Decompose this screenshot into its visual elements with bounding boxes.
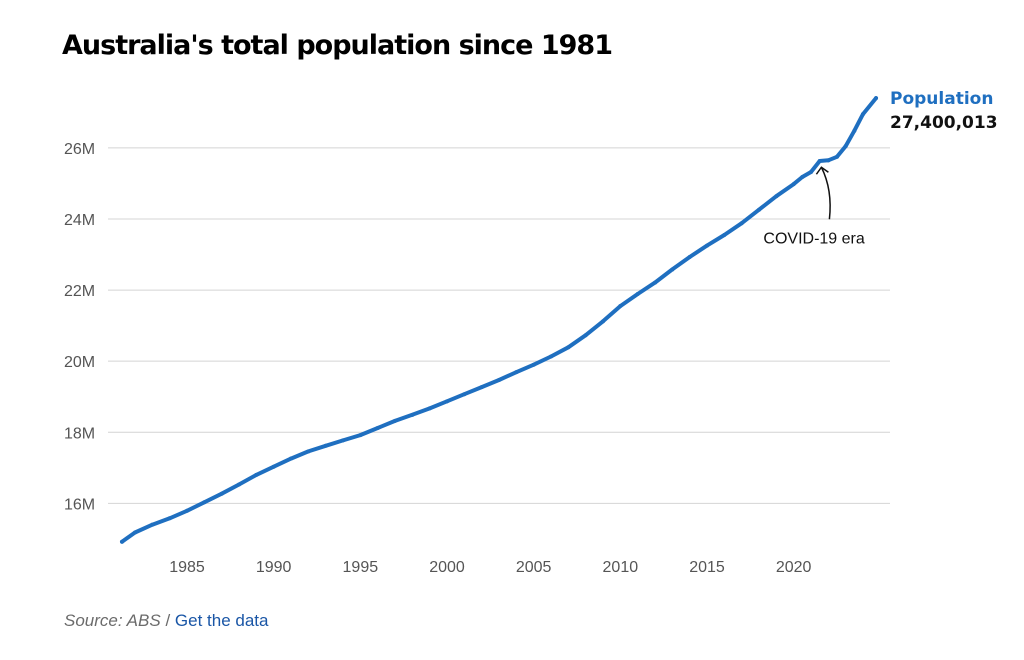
x-tick-label: 2000 bbox=[429, 559, 465, 576]
data-point bbox=[722, 232, 727, 237]
series-end-value: 27,400,013 bbox=[890, 113, 998, 133]
data-point bbox=[393, 418, 397, 423]
data-point bbox=[843, 144, 848, 149]
data-point bbox=[133, 530, 137, 535]
x-axis-ticks: 1985 1990 1995 2000 2005 2010 2015 2020 bbox=[169, 559, 811, 576]
annotation-arrowhead bbox=[815, 166, 829, 175]
data-point bbox=[583, 333, 588, 338]
annotation-arrow bbox=[820, 166, 831, 220]
annotation-label: COVID-19 era bbox=[763, 230, 864, 247]
chart-footer: Source: ABS / Get the data bbox=[64, 611, 268, 631]
x-tick-label: 2010 bbox=[603, 559, 639, 576]
source-text: Source: ABS bbox=[64, 611, 161, 630]
data-point bbox=[341, 438, 345, 443]
y-tick-label: 16M bbox=[64, 496, 95, 513]
data-point bbox=[445, 399, 449, 404]
data-point bbox=[271, 464, 276, 469]
data-point bbox=[410, 412, 415, 417]
population-line-chart: 16M 18M 20M 22M 24M 26M 1985 1990 1995 2000 2005 2… bbox=[64, 89, 998, 576]
end-label-layer: Population 27,400,013 bbox=[890, 89, 998, 133]
data-point bbox=[826, 158, 831, 163]
data-point bbox=[237, 482, 241, 487]
y-tick-label: 20M bbox=[64, 354, 95, 371]
data-point bbox=[150, 522, 155, 527]
data-point bbox=[705, 243, 709, 248]
x-tick-label: 1990 bbox=[256, 559, 292, 576]
data-point bbox=[167, 516, 172, 521]
y-tick-label: 24M bbox=[64, 212, 95, 229]
data-point bbox=[601, 319, 605, 324]
y-tick-label: 18M bbox=[64, 425, 95, 442]
annotation-layer: COVID-19 era bbox=[763, 166, 865, 247]
data-point bbox=[202, 500, 207, 505]
data-point bbox=[800, 175, 805, 180]
x-tick-label: 1985 bbox=[169, 559, 205, 576]
data-point bbox=[185, 508, 189, 513]
data-point bbox=[323, 443, 328, 448]
data-point bbox=[739, 221, 744, 226]
data-point bbox=[653, 280, 657, 285]
data-point bbox=[774, 194, 779, 199]
data-point bbox=[306, 449, 311, 454]
data-point bbox=[219, 491, 224, 496]
data-point bbox=[120, 539, 124, 544]
data-point bbox=[549, 354, 553, 359]
data-point bbox=[670, 267, 675, 272]
footer-separator: / bbox=[165, 611, 171, 630]
data-point bbox=[635, 291, 640, 296]
series-layer bbox=[120, 96, 878, 544]
data-point bbox=[835, 154, 839, 159]
data-point bbox=[566, 345, 571, 350]
data-point bbox=[358, 433, 363, 438]
x-tick-label: 1995 bbox=[343, 559, 379, 576]
data-point bbox=[531, 362, 536, 367]
x-tick-label: 2015 bbox=[689, 559, 725, 576]
y-axis-ticks: 16M 18M 20M 22M 24M 26M bbox=[64, 141, 95, 513]
data-point bbox=[791, 182, 796, 187]
data-point bbox=[757, 207, 761, 212]
data-point bbox=[514, 370, 519, 375]
data-point bbox=[874, 96, 878, 101]
data-point bbox=[817, 159, 822, 164]
data-point bbox=[479, 385, 484, 390]
x-tick-label: 2020 bbox=[776, 559, 812, 576]
data-point bbox=[289, 456, 293, 461]
data-point bbox=[618, 304, 623, 309]
chart-title: Australia's total population since 1981 bbox=[62, 30, 613, 61]
y-tick-label: 26M bbox=[64, 141, 95, 158]
series-line-population bbox=[120, 96, 878, 544]
data-point bbox=[375, 425, 380, 430]
y-tick-label: 22M bbox=[64, 283, 95, 300]
data-point bbox=[809, 170, 813, 175]
series-label: Population bbox=[890, 89, 993, 109]
data-point bbox=[687, 255, 692, 260]
gridlines bbox=[108, 147, 890, 504]
data-point bbox=[861, 112, 865, 117]
data-point bbox=[427, 406, 432, 411]
data-point bbox=[462, 392, 467, 397]
data-point bbox=[852, 128, 857, 133]
data-point bbox=[254, 472, 259, 477]
get-the-data-link[interactable]: Get the data bbox=[174, 611, 269, 630]
x-tick-label: 2005 bbox=[516, 559, 552, 576]
data-point bbox=[497, 377, 501, 382]
